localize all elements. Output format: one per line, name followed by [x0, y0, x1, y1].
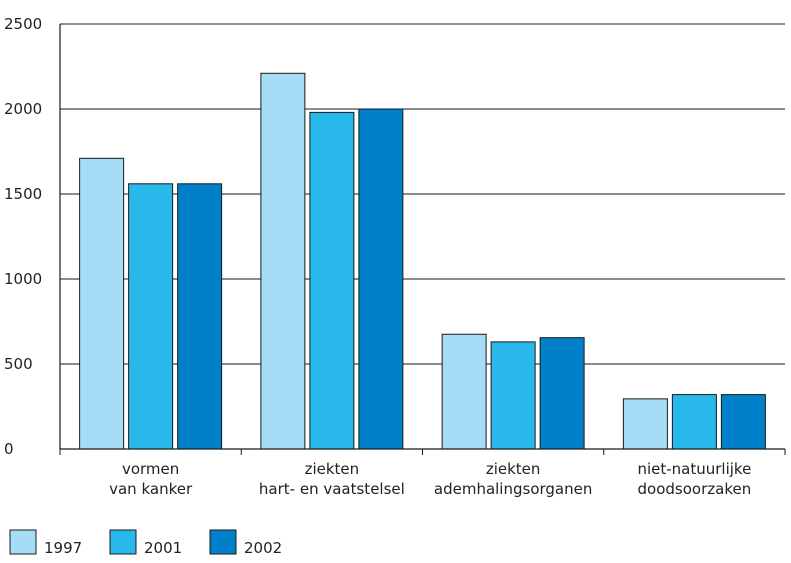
x-category-label-1-line-1: hart- en vaatstelsel — [259, 480, 405, 498]
x-category-label-1-line-0: ziekten — [305, 460, 360, 478]
y-tick-label-2000: 2000 — [4, 100, 42, 118]
x-category-label-3-line-0: niet-natuurlijke — [637, 460, 751, 478]
legend: 1997 2001 2002 — [9, 529, 282, 557]
legend-label-1997: 1997 — [44, 539, 82, 557]
bar-2002-0 — [177, 183, 223, 450]
bar-1997-3 — [622, 398, 668, 450]
x-category-label-0-line-0: vormen — [122, 460, 179, 478]
bar-2002-2 — [539, 337, 585, 450]
x-category-label-3-line-1: doodsoorzaken — [638, 480, 752, 498]
y-tick-label-1500: 1500 — [4, 185, 42, 203]
x-category-label-2-line-1: ademhalingsorganen — [434, 480, 592, 498]
legend-swatch-1997 — [9, 529, 37, 555]
x-axis-category-labels: vormen van kanker ziekten hart- en vaatstel… — [109, 460, 751, 498]
y-tick-label-0: 0 — [4, 440, 14, 458]
bar-2001-2 — [490, 341, 536, 450]
bar-1997-2 — [441, 333, 487, 450]
bar-1997-1 — [260, 72, 306, 450]
legend-label-2001: 2001 — [144, 539, 182, 557]
legend-swatch-2001 — [109, 529, 137, 555]
axes — [59, 24, 786, 455]
y-tick-label-2500: 2500 — [4, 15, 42, 33]
x-category-label-2-line-0: ziekten — [486, 460, 541, 478]
x-category-label-0-line-1: van kanker — [109, 480, 193, 498]
legend-label-2002: 2002 — [244, 539, 282, 557]
bar-2002-3 — [720, 394, 766, 450]
bar-2001-3 — [671, 394, 717, 450]
bar-2002-1 — [358, 108, 404, 450]
bar-1997-0 — [79, 157, 125, 450]
y-tick-label-500: 500 — [4, 355, 33, 373]
bar-2001-0 — [128, 183, 174, 450]
bars — [79, 72, 766, 450]
y-axis-tick-labels: 0 500 1000 1500 2000 2500 — [4, 15, 42, 458]
y-tick-label-1000: 1000 — [4, 270, 42, 288]
legend-swatch-2002 — [209, 529, 237, 555]
bar-2001-1 — [309, 111, 355, 450]
